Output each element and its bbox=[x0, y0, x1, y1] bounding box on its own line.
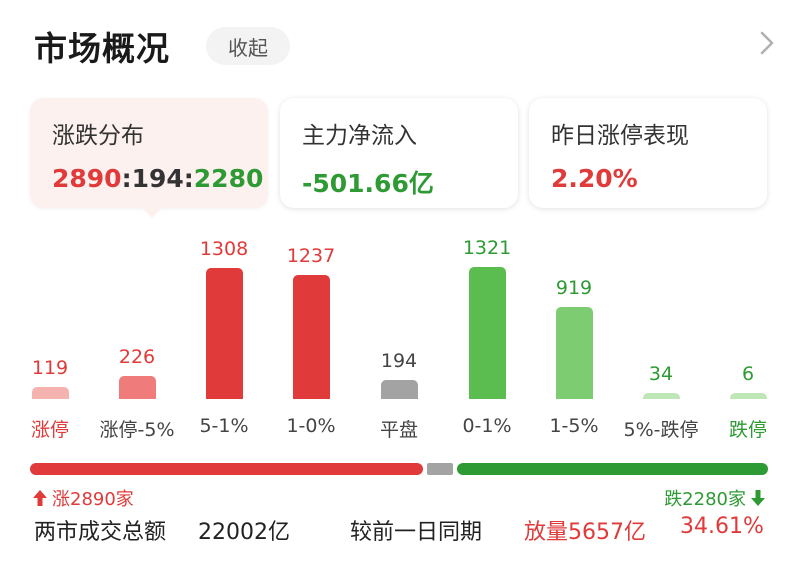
arrow-down-icon bbox=[751, 490, 765, 506]
chart-bar bbox=[380, 380, 418, 399]
down-summary: 跌2280家 bbox=[664, 485, 766, 511]
up-count: 2890 bbox=[52, 164, 122, 193]
category-label: 跌停 bbox=[728, 419, 767, 441]
page-title: 市场概况 bbox=[34, 29, 170, 68]
card-distribution[interactable]: 涨跌分布 2890:194:2280 bbox=[30, 98, 268, 218]
bar-value-label: 1308 bbox=[199, 238, 249, 260]
card-limit-up-performance[interactable]: 昨日涨停表现 2.20% bbox=[529, 98, 767, 208]
chart-bar bbox=[31, 387, 69, 399]
category-label: 1-5% bbox=[549, 415, 599, 437]
turnover-value: 22002亿 bbox=[198, 520, 290, 545]
chart-bar bbox=[118, 376, 156, 399]
card-label: 涨跌分布 bbox=[52, 123, 144, 149]
up-summary: 涨2890家 bbox=[32, 485, 134, 511]
category-label: 1-0% bbox=[286, 415, 336, 437]
chart-bar bbox=[729, 393, 767, 399]
chart-bar bbox=[642, 393, 680, 399]
bar-value-label: 34 bbox=[648, 363, 674, 385]
bar-value-label: 194 bbox=[380, 350, 418, 372]
category-label: 0-1% bbox=[462, 415, 512, 437]
flat-ratio-bar bbox=[427, 463, 453, 475]
distribution-bar-chart: 119 涨停 226 涨停-5% 1308 5-1% 1237 1-0% 194 平盘 1321 0-… bbox=[0, 232, 798, 447]
category-label: 5%-跌停 bbox=[623, 419, 699, 441]
card-label: 昨日涨停表现 bbox=[551, 123, 689, 149]
section-header: 市场概况 收起 bbox=[0, 0, 798, 92]
separator: : bbox=[121, 164, 132, 193]
card-main-inflow[interactable]: 主力净流入 -501.66亿 bbox=[280, 98, 518, 208]
active-pointer bbox=[142, 208, 162, 218]
compare-label: 较前一日同期 bbox=[350, 520, 483, 545]
down-ratio-bar bbox=[457, 463, 768, 475]
turnover-summary: 两市成交总额 22002亿 较前一日同期 放量5657亿 34.61% bbox=[34, 514, 774, 545]
bar-value-label: 6 bbox=[741, 363, 755, 385]
bar-value-label: 1237 bbox=[286, 245, 336, 267]
chart-bar bbox=[292, 275, 330, 399]
compare-pct: 34.61% bbox=[680, 514, 764, 539]
chart-bar bbox=[205, 268, 243, 399]
down-count: 2280 bbox=[193, 164, 264, 193]
down-summary-text: 跌2280家 bbox=[664, 489, 746, 510]
summary-cards: 涨跌分布 2890:194:2280 主力净流入 -501.66亿 昨日涨停表现… bbox=[30, 98, 770, 218]
category-label: 涨停-5% bbox=[99, 419, 175, 441]
chart-bar bbox=[468, 267, 506, 399]
chart-bar bbox=[555, 307, 593, 399]
category-label: 5-1% bbox=[199, 415, 249, 437]
chevron-right-icon[interactable] bbox=[752, 28, 782, 58]
main-inflow-value: -501.66亿 bbox=[302, 169, 434, 198]
limit-up-performance-value: 2.20% bbox=[551, 164, 638, 193]
bar-value-label: 226 bbox=[118, 346, 156, 368]
category-label: 平盘 bbox=[379, 419, 418, 441]
up-ratio-bar bbox=[30, 463, 423, 475]
distribution-value: 2890:194:2280 bbox=[52, 164, 268, 193]
compare-value: 放量5657亿 bbox=[524, 520, 646, 545]
separator: : bbox=[183, 164, 194, 193]
card-label: 主力净流入 bbox=[302, 123, 417, 149]
turnover-label: 两市成交总额 bbox=[34, 520, 167, 545]
bar-value-label: 119 bbox=[31, 357, 69, 379]
collapse-button[interactable]: 收起 bbox=[206, 27, 290, 65]
flat-count: 194 bbox=[131, 164, 184, 193]
bar-value-label: 1321 bbox=[462, 237, 512, 259]
bar-value-label: 919 bbox=[555, 277, 593, 299]
category-label: 涨停 bbox=[30, 419, 69, 441]
arrow-up-icon bbox=[33, 490, 47, 506]
up-summary-text: 涨2890家 bbox=[52, 489, 134, 510]
